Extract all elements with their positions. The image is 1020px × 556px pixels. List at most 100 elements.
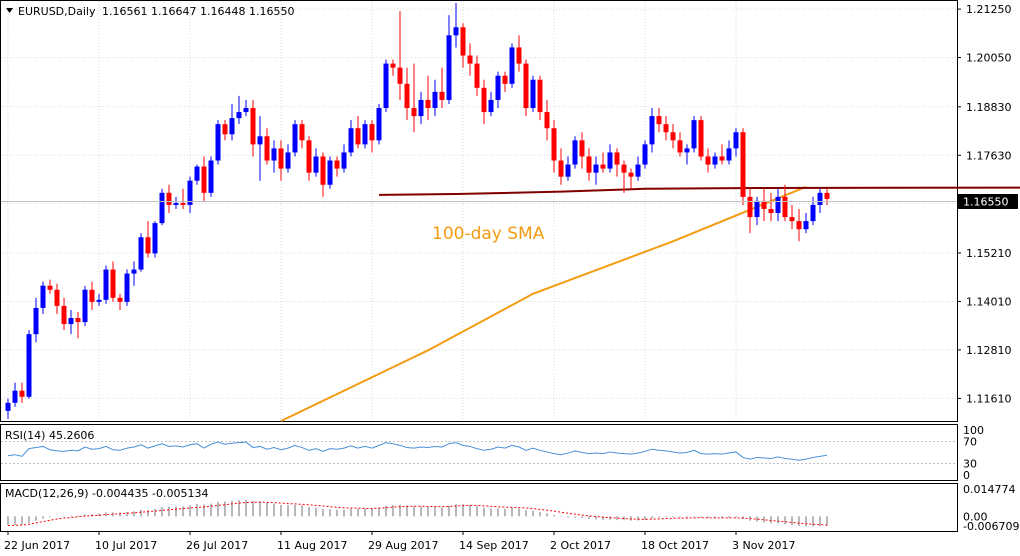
candle-body xyxy=(180,202,186,205)
candle-body xyxy=(691,120,697,149)
candle-body xyxy=(355,128,361,145)
candle-body xyxy=(670,132,676,141)
candle xyxy=(523,59,529,117)
candle-body xyxy=(292,124,298,153)
rsi-panel[interactable] xyxy=(0,424,958,481)
rsi-grid xyxy=(1,441,957,464)
candle-body xyxy=(747,196,753,218)
macd-signal-line xyxy=(7,501,828,527)
candle xyxy=(306,136,312,181)
date-tick-label: 26 Jul 2017 xyxy=(186,539,248,552)
rsi-tick-label: 100 xyxy=(963,424,984,437)
candle-body xyxy=(572,140,578,165)
candle-body xyxy=(607,152,613,169)
candle-body xyxy=(460,27,466,56)
candle xyxy=(677,132,683,157)
candle-body xyxy=(775,196,781,214)
current-price-label: 1.16550 xyxy=(963,196,1009,209)
candle xyxy=(509,43,515,88)
candle xyxy=(236,95,242,125)
candle xyxy=(579,132,585,169)
candle-body xyxy=(152,223,158,254)
candle-body xyxy=(26,334,32,397)
candle xyxy=(355,116,361,149)
candle xyxy=(775,188,781,222)
candle-body xyxy=(523,63,529,109)
candle-body xyxy=(467,55,473,64)
candle-body xyxy=(705,156,711,165)
candle xyxy=(208,156,214,197)
candle-body xyxy=(810,204,816,222)
candle-body xyxy=(817,192,823,205)
candle-body xyxy=(509,47,515,84)
candle xyxy=(117,293,123,310)
dropdown-triangle-icon[interactable] xyxy=(6,8,13,13)
candle xyxy=(453,3,459,48)
candle-body xyxy=(376,108,382,141)
chart-ohlc: 1.16561 1.16647 1.16448 1.16550 xyxy=(102,5,294,18)
candle-body xyxy=(131,269,137,274)
candle-body xyxy=(61,305,67,325)
candle xyxy=(628,168,634,189)
candle xyxy=(446,15,452,104)
candle-body xyxy=(229,118,235,135)
candle xyxy=(292,120,298,157)
candle-body xyxy=(733,132,739,149)
candle-body xyxy=(593,164,599,173)
candle-body xyxy=(488,99,494,113)
candle-body xyxy=(313,156,319,173)
candle xyxy=(558,148,564,185)
candle xyxy=(467,43,473,76)
price-tick-label: 1.18830 xyxy=(966,101,1012,114)
candle xyxy=(768,192,774,222)
candle xyxy=(663,116,669,141)
date-tick-label: 14 Sep 2017 xyxy=(459,539,529,552)
candle-body xyxy=(796,221,802,230)
candle xyxy=(124,269,130,306)
candles-layer xyxy=(5,3,830,419)
candle xyxy=(817,188,823,214)
candle xyxy=(474,55,480,96)
candle-body xyxy=(768,208,774,214)
candle-body xyxy=(754,200,760,218)
macd-axis: 0.014774 0.00-0.006709 xyxy=(963,483,1019,533)
candle-body xyxy=(82,289,88,323)
price-tick-label: 1.12810 xyxy=(966,344,1012,357)
candle xyxy=(488,91,494,117)
candle xyxy=(733,128,739,157)
candle xyxy=(586,148,592,181)
candle xyxy=(89,281,95,310)
candle-body xyxy=(404,83,410,109)
candle xyxy=(341,144,347,173)
candle-body xyxy=(516,47,522,64)
candle-body xyxy=(250,108,256,145)
rsi-tick-label: 0 xyxy=(963,469,970,482)
candle-body xyxy=(124,273,130,302)
candle-body xyxy=(208,160,214,193)
candle-body xyxy=(621,164,627,173)
candle xyxy=(747,188,753,234)
candle-body xyxy=(551,128,557,161)
candle xyxy=(313,148,319,177)
candle xyxy=(551,120,557,173)
candle-body xyxy=(453,27,459,36)
candle xyxy=(607,144,613,173)
rsi-tick-label: 70 xyxy=(963,436,977,449)
candle-body xyxy=(257,136,263,145)
candle-body xyxy=(684,148,690,153)
candle-body xyxy=(712,156,718,165)
candle xyxy=(320,152,326,197)
macd-tick-label: 0.00 xyxy=(963,510,988,523)
candle xyxy=(187,176,193,214)
candle xyxy=(33,297,39,343)
candle-body xyxy=(117,297,123,302)
candle-body xyxy=(47,285,53,290)
candle xyxy=(215,120,221,165)
resistance-line xyxy=(378,186,1020,196)
candle xyxy=(439,67,445,109)
candle xyxy=(369,120,375,153)
candle-body xyxy=(75,318,81,323)
rsi-tick-label: 30 xyxy=(963,458,977,471)
candle xyxy=(26,330,32,399)
